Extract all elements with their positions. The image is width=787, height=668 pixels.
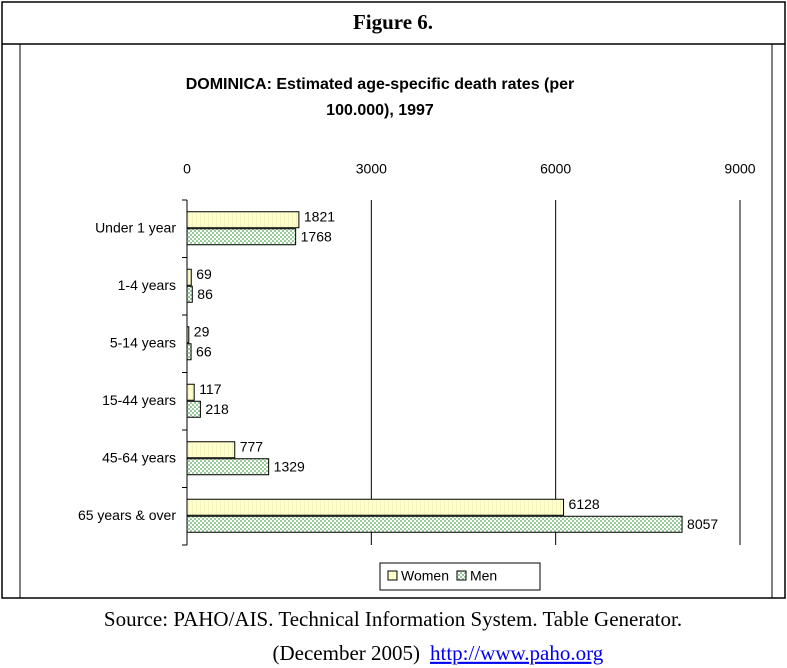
chart-frame	[19, 43, 773, 599]
data-label: 6128	[569, 496, 600, 512]
source-link[interactable]: http://www.paho.org	[430, 641, 604, 665]
data-label: 777	[240, 438, 264, 454]
bar	[186, 441, 236, 459]
legend-swatch	[387, 570, 398, 581]
bar	[186, 228, 297, 246]
y-tick-label: 65 years & over	[78, 507, 176, 523]
bar	[186, 268, 192, 286]
bar	[186, 326, 190, 344]
y-tick-label: 1-4 years	[118, 277, 176, 293]
x-tick-label: 0	[183, 161, 191, 177]
y-tick-label: Under 1 year	[95, 219, 176, 235]
data-label: 1821	[304, 208, 335, 224]
bar	[186, 458, 270, 476]
data-label: 8057	[687, 516, 718, 532]
data-label: 218	[205, 401, 229, 417]
y-tick-label: 5-14 years	[110, 334, 176, 350]
y-tick-label: 15-44 years	[102, 392, 176, 408]
bar	[186, 400, 201, 418]
bar	[186, 383, 195, 401]
figure-label: Figure 6.	[353, 10, 433, 34]
x-tick-label: 3000	[356, 161, 387, 177]
data-label: 69	[196, 266, 212, 282]
x-tick-label: 9000	[724, 161, 755, 177]
data-label: 1329	[274, 458, 305, 474]
bar	[186, 343, 192, 361]
source-date: (December 2005)	[272, 641, 420, 665]
bar	[186, 285, 193, 303]
data-label: 86	[197, 286, 213, 302]
legend-swatch	[456, 570, 467, 581]
source-text: Source: PAHO/AIS. Technical Information …	[104, 607, 682, 631]
x-tick-label: 6000	[540, 161, 571, 177]
bar	[186, 498, 565, 516]
bar	[186, 211, 300, 229]
legend-label: Men	[470, 568, 497, 584]
data-label: 117	[199, 381, 222, 397]
legend-label: Women	[401, 568, 449, 584]
bar	[186, 515, 683, 533]
data-label: 29	[194, 323, 210, 339]
data-label: 66	[196, 343, 212, 359]
data-label: 1768	[301, 228, 332, 244]
chart-title: DOMINICA: Estimated age-specific death r…	[185, 76, 575, 119]
y-tick-label: 45-64 years	[102, 449, 176, 465]
